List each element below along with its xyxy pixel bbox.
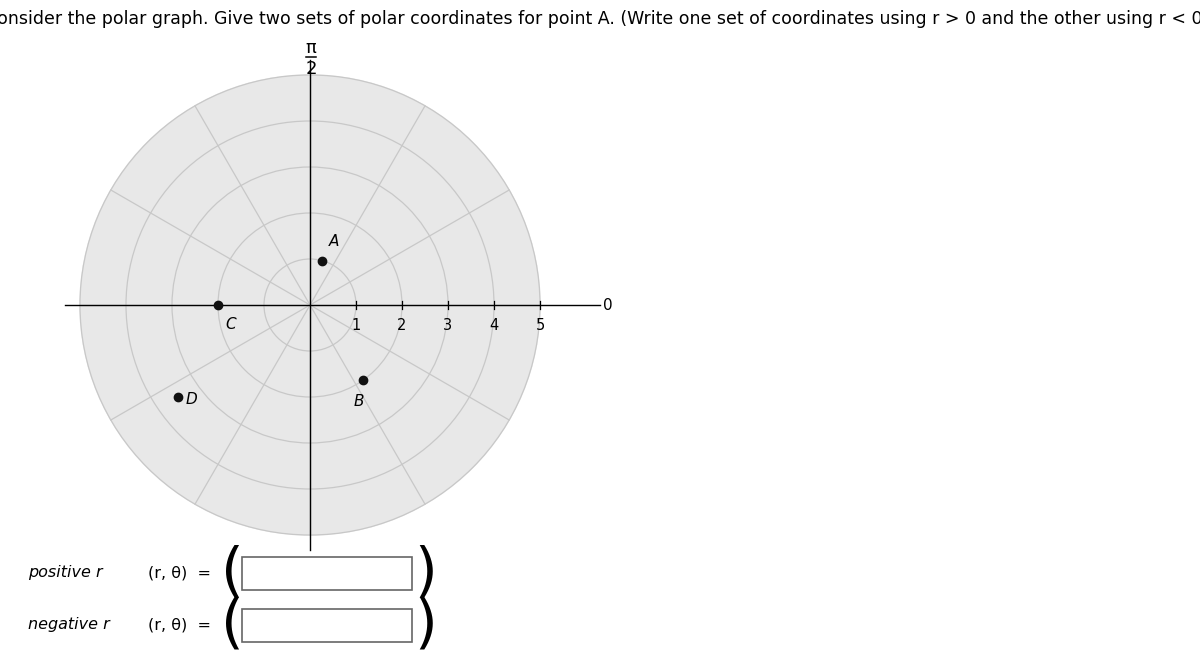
Text: 1: 1 — [352, 318, 361, 333]
Text: Consider the polar graph. Give two sets of polar coordinates for point A. (Write: Consider the polar graph. Give two sets … — [0, 10, 1200, 28]
Text: 2: 2 — [305, 60, 317, 78]
Text: π: π — [306, 39, 317, 57]
Text: 2: 2 — [397, 318, 407, 333]
Text: B: B — [354, 395, 364, 409]
FancyBboxPatch shape — [242, 557, 412, 590]
Text: 5: 5 — [535, 318, 545, 333]
Text: ): ) — [415, 544, 437, 601]
Text: 0: 0 — [604, 298, 613, 312]
Text: (: ( — [221, 544, 244, 601]
Text: ): ) — [415, 597, 437, 653]
Text: positive r: positive r — [28, 566, 103, 581]
FancyBboxPatch shape — [242, 609, 412, 642]
Text: 3: 3 — [444, 318, 452, 333]
Text: negative r: negative r — [28, 618, 109, 632]
Text: (r, θ)  =: (r, θ) = — [148, 566, 211, 581]
Text: A: A — [329, 234, 340, 249]
Circle shape — [80, 75, 540, 535]
Text: 4: 4 — [490, 318, 499, 333]
Text: (r, θ)  =: (r, θ) = — [148, 618, 211, 632]
Text: (: ( — [221, 597, 244, 653]
Text: C: C — [226, 317, 235, 332]
Text: D: D — [185, 392, 197, 407]
